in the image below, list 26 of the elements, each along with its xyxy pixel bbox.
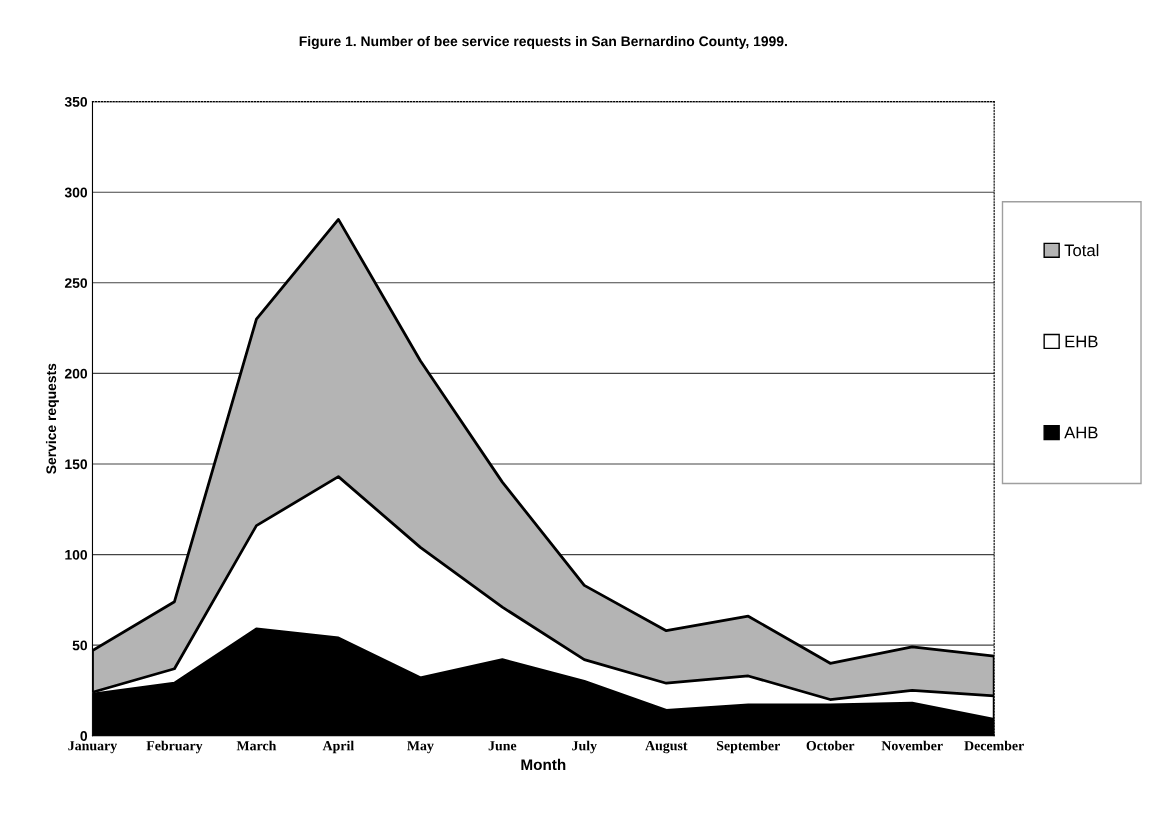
x-tick-label: July	[572, 740, 597, 754]
x-tick-label: October	[806, 740, 855, 751]
y-tick-label: 50	[72, 640, 88, 651]
x-tick-label: March	[236, 740, 277, 751]
x-tick-label: September	[716, 740, 780, 754]
legend-label: EHB	[1065, 335, 1098, 348]
y-tick-label: 0	[80, 731, 88, 741]
y-axis-title: Service requests	[45, 363, 59, 474]
legend-label: Total	[1064, 244, 1099, 257]
x-tick-label: April	[322, 740, 354, 754]
x-tick-label: February	[146, 740, 203, 754]
x-tick-label: November	[881, 740, 943, 751]
y-tick-label: 300	[64, 187, 88, 198]
y-tick-label: 150	[65, 459, 88, 470]
x-axis-title: Month	[521, 758, 566, 771]
x-tick-label: August	[645, 740, 688, 754]
y-tick-label: 200	[64, 368, 88, 379]
chart-title: Figure 1. Number of bee service requests in San Bernardino County, 1999.	[299, 36, 787, 50]
y-tick-label: 350	[64, 96, 88, 107]
x-tick-label: May	[407, 741, 434, 754]
x-tick-label: June	[488, 741, 517, 751]
y-tick-label: 100	[65, 549, 88, 560]
x-tick-label: December	[964, 740, 1024, 751]
y-tick-label: 250	[64, 278, 88, 288]
x-tick-label: January	[68, 741, 118, 754]
legend-label: AHB	[1064, 426, 1098, 439]
